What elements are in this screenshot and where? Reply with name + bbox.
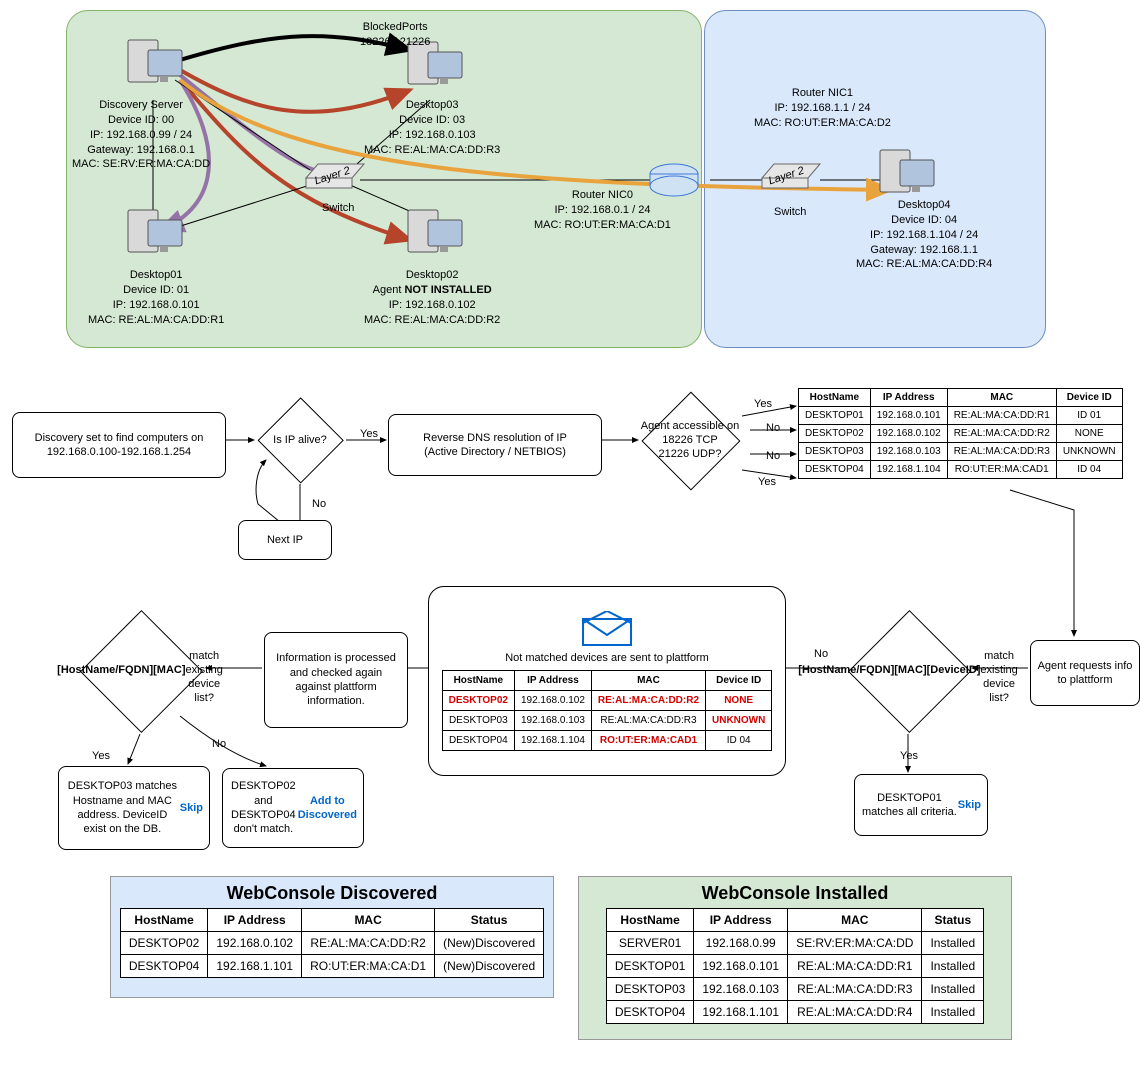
discovery-results-table: HostNameIP AddressMACDevice IDDESKTOP011… (798, 388, 1123, 479)
edge-label-2: Yes (754, 398, 772, 410)
edge-label-9: No (212, 738, 226, 750)
flow-skip-1: DESKTOP01 matches all criteria.Skip (854, 774, 988, 836)
edge-label-3: No (766, 422, 780, 434)
flow-match-deviceid: [HostName/FQDN][MAC][DeviceID]match exis… (834, 610, 983, 730)
edge-label-4: No (766, 450, 780, 462)
flow-agent-request: Agent requests info to plattform (1030, 640, 1140, 706)
edge-label-5: Yes (758, 476, 776, 488)
flow-add-discovered: DESKTOP02 and DESKTOP04 don't match.Add … (222, 768, 364, 848)
flow-ip-alive: Is IP alive? (248, 398, 352, 482)
edge-label-8: Yes (92, 750, 110, 762)
edge-label-1: No (312, 498, 326, 510)
flow-start: Discovery set to find computers on192.16… (12, 412, 226, 478)
flow-agent-accessible: Agent accessible on18226 TCP21226 UDP? (630, 392, 749, 488)
flow-info-processed: Information is processed and checked aga… (264, 632, 408, 728)
diagram-canvas: Discovery ServerDevice ID: 00IP: 192.168… (10, 10, 1130, 1062)
flow-skip-2: DESKTOP03 matches Hostname and MAC addre… (58, 766, 210, 850)
flow-match-mac: [HostName/FQDN][MAC]match existing devic… (66, 610, 215, 730)
flow-reverse-dns: Reverse DNS resolution of IP(Active Dire… (388, 414, 602, 476)
edge-label-7: No (814, 648, 828, 660)
edge-label-6: Yes (900, 750, 918, 762)
edge-label-0: Yes (360, 428, 378, 440)
flow-next-ip: Next IP (238, 520, 332, 560)
platform-box: Not matched devices are sent to plattfor… (428, 586, 786, 776)
installed-panel: WebConsole InstalledHostNameIP AddressMA… (578, 876, 1012, 1040)
discovered-panel: WebConsole DiscoveredHostNameIP AddressM… (110, 876, 554, 998)
envelope-icon (581, 611, 633, 647)
